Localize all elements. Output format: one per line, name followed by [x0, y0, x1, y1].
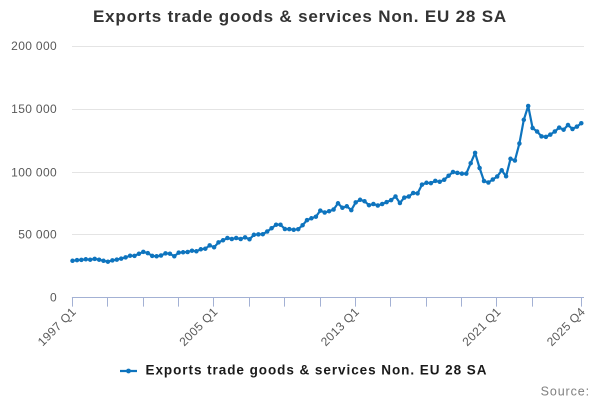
svg-text:Exports trade goods & services: Exports trade goods & services Non. EU 2… — [93, 7, 507, 26]
svg-text:50 000: 50 000 — [18, 228, 57, 242]
svg-text:200 000: 200 000 — [11, 39, 57, 53]
svg-text:100 000: 100 000 — [11, 165, 57, 179]
svg-text:0: 0 — [50, 290, 57, 304]
svg-text:150 000: 150 000 — [11, 102, 57, 116]
svg-text:Exports trade goods & services: Exports trade goods & services Non. EU 2… — [146, 362, 488, 377]
svg-text:Source:: Source: — [541, 385, 590, 399]
